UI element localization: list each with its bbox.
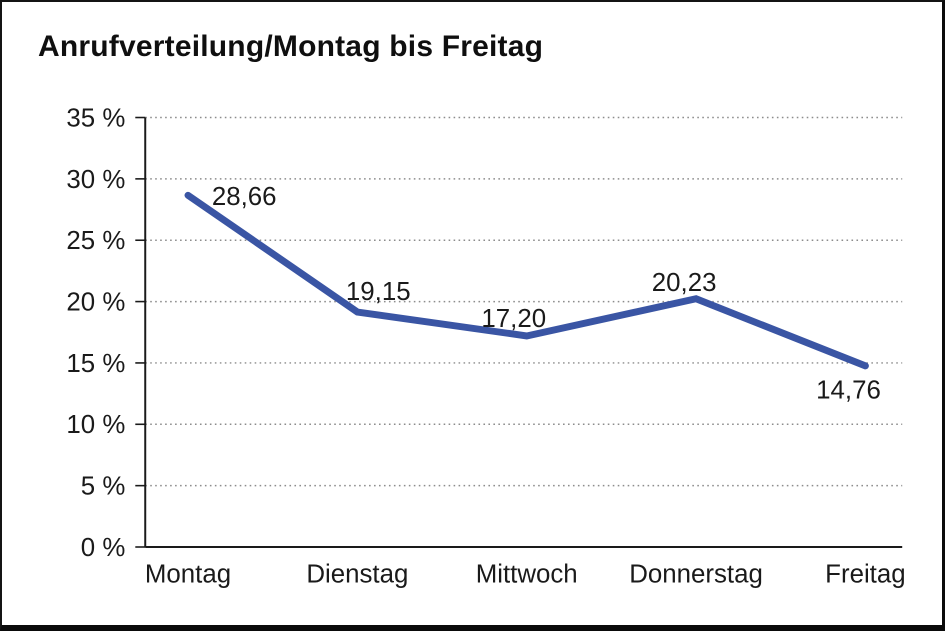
x-category-label: Mittwoch [476, 561, 578, 589]
y-tick-label: 25 % [66, 227, 125, 255]
y-tick-label: 10 % [66, 411, 125, 439]
y-tick-label: 0 % [81, 534, 126, 562]
x-category-label: Freitag [825, 561, 905, 589]
y-tick-label: 20 % [66, 289, 125, 317]
y-tick-label: 35 % [66, 104, 125, 132]
data-point-label: 20,23 [652, 269, 717, 297]
y-tick-label: 5 % [81, 473, 126, 501]
x-category-label: Donnerstag [629, 561, 763, 589]
y-tick-label: 30 % [66, 166, 125, 194]
data-line [184, 191, 869, 370]
data-point-label: 19,15 [346, 278, 411, 306]
data-point-label: 28,66 [212, 183, 277, 211]
x-category-label: Montag [145, 561, 231, 589]
data-point-label: 14,76 [816, 377, 881, 405]
chart-title: Anrufverteilung/Montag bis Freitag [38, 30, 544, 63]
x-category-label: Dienstag [306, 561, 408, 589]
data-point-label: 17,20 [481, 305, 546, 333]
y-tick-label: 15 % [66, 350, 125, 378]
